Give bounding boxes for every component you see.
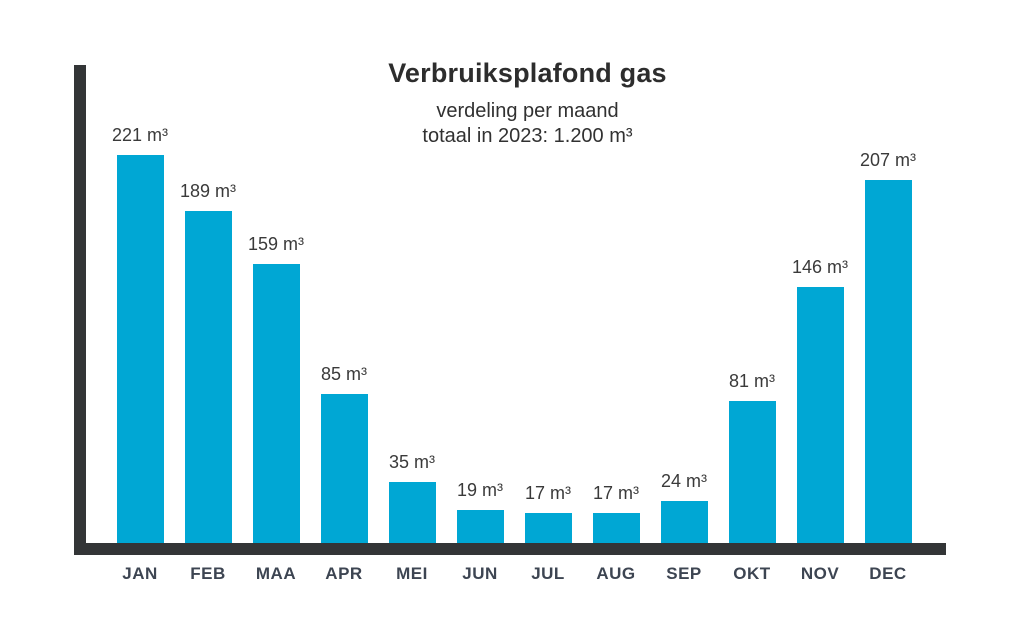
month-label-mei: MEI <box>396 564 428 583</box>
value-label-aug: 17 m³ <box>592 483 639 503</box>
month-label-maa: MAA <box>255 564 297 583</box>
month-label-okt: OKT <box>733 564 771 583</box>
bar-mei <box>388 482 436 543</box>
month-label-dec: DEC <box>869 564 907 583</box>
bar-column-sep: 24 m³ <box>650 471 718 543</box>
bar-column-dec: 207 m³ <box>854 150 922 543</box>
bar-sep <box>660 501 708 543</box>
plot-area: 221 m³ 189 m³ 159 m³ 85 m³ 35 m³ 19 m³ 17 m³ 17… <box>106 65 922 543</box>
bar-column-mei: 35 m³ <box>378 452 446 543</box>
bar-column-okt: 81 m³ <box>718 371 786 543</box>
value-label-jun: 19 m³ <box>456 480 503 500</box>
bar-okt <box>728 401 776 543</box>
month-label-sep: SEP <box>666 564 702 583</box>
value-label-okt: 81 m³ <box>728 371 775 391</box>
month-label-feb: FEB <box>190 564 226 583</box>
month-labels: JAN FEB MAA APR MEI JUN JUL AUG SEP OKT NOV DEC <box>106 564 922 584</box>
x-axis <box>74 543 946 555</box>
bar-column-feb: 189 m³ <box>174 181 242 543</box>
value-label-nov: 146 m³ <box>791 257 849 277</box>
value-label-feb: 189 m³ <box>179 181 237 201</box>
bar-column-jun: 19 m³ <box>446 480 514 543</box>
bar-feb <box>184 211 232 543</box>
value-label-maa: 159 m³ <box>247 234 305 254</box>
bar-jun <box>456 510 504 543</box>
bar-jan <box>116 155 164 543</box>
y-axis <box>74 65 86 555</box>
bar-jul <box>524 513 572 543</box>
month-label-aug: AUG <box>596 564 636 583</box>
value-label-jul: 17 m³ <box>524 483 571 503</box>
value-label-jan: 221 m³ <box>111 125 169 145</box>
value-label-dec: 207 m³ <box>859 150 917 170</box>
month-label-jul: JUL <box>531 564 565 583</box>
bar-maa <box>252 264 300 543</box>
bar-column-aug: 17 m³ <box>582 483 650 543</box>
bar-aug <box>592 513 640 543</box>
bar-column-maa: 159 m³ <box>242 234 310 543</box>
month-label-jun: JUN <box>462 564 498 583</box>
month-label-apr: APR <box>325 564 363 583</box>
bar-dec <box>864 180 912 543</box>
value-label-mei: 35 m³ <box>388 452 435 472</box>
bar-apr <box>320 394 368 543</box>
value-label-apr: 85 m³ <box>320 364 367 384</box>
bar-column-nov: 146 m³ <box>786 257 854 543</box>
bar-column-apr: 85 m³ <box>310 364 378 543</box>
bar-nov <box>796 287 844 543</box>
value-label-sep: 24 m³ <box>660 471 707 491</box>
bar-column-jan: 221 m³ <box>106 125 174 543</box>
month-label-nov: NOV <box>800 564 840 583</box>
bar-column-jul: 17 m³ <box>514 483 582 543</box>
month-label-jan: JAN <box>122 564 158 583</box>
